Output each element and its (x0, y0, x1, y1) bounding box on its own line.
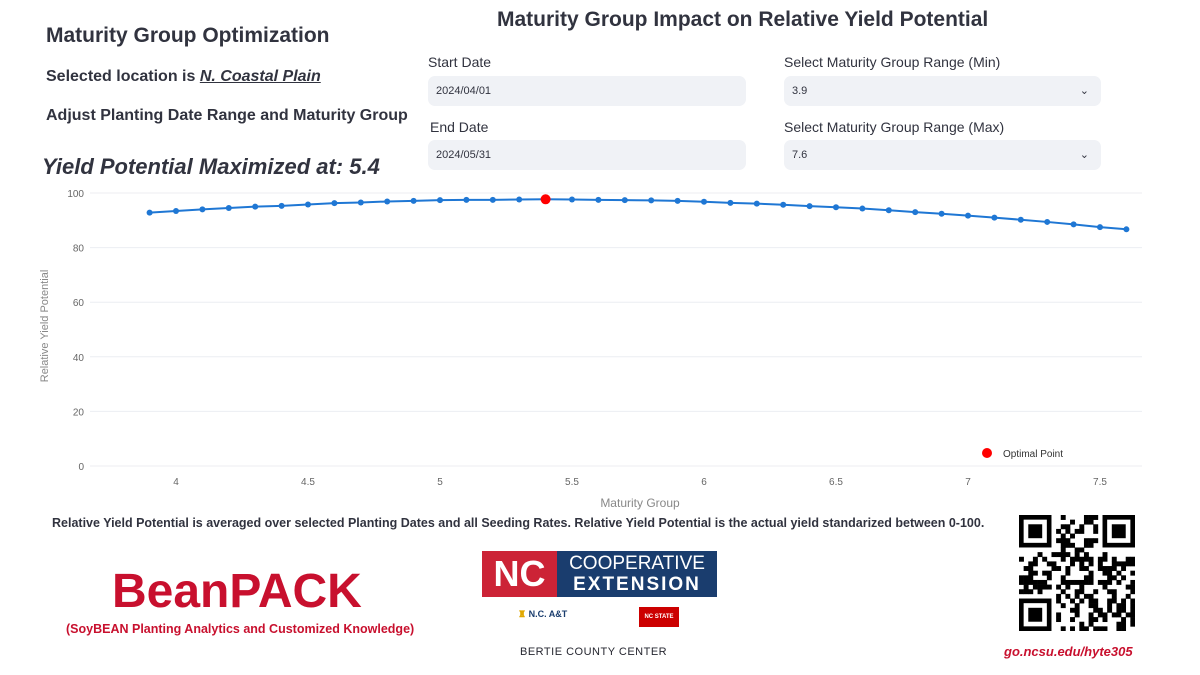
data-point (648, 197, 655, 204)
location-name: N. Coastal Plain (199, 68, 321, 85)
x-tick-label: 5 (437, 477, 443, 488)
yield-chart: 0 20 40 60 80 100 4 4.5 5 5.5 6 6.5 7 7.5 Maturity Gro… (39, 189, 1142, 510)
data-point (146, 209, 153, 216)
county-text: BERTIE COUNTY CENTER (520, 646, 668, 658)
mg-min-label: Select Maturity Group Range (Min) (784, 54, 1001, 70)
data-point (489, 196, 496, 203)
end-date-input[interactable]: 2024/05/31 (428, 140, 746, 170)
data-point (621, 197, 628, 204)
y-tick-label: 40 (73, 353, 85, 364)
optimal-point (540, 194, 551, 205)
x-tick-label: 6.5 (829, 477, 843, 488)
extension-text: EXTENSION (573, 574, 701, 595)
data-point (859, 205, 866, 212)
chevron-down-icon: ⌄ (1079, 149, 1089, 161)
nc-extension-logo: NC COOPERATIVE EXTENSION (482, 551, 717, 597)
coop-text: COOPERATIVE (569, 553, 705, 574)
url-link[interactable]: go.ncsu.edu/hyte305 (1004, 644, 1133, 659)
chart-title: Maturity Group Impact on Relative Yield … (497, 8, 989, 31)
ncat-text: N.C. A&T (528, 609, 568, 619)
footnote: Relative Yield Potential is averaged ove… (52, 516, 985, 530)
data-point (1044, 218, 1051, 225)
start-date-label: Start Date (428, 54, 492, 70)
y-tick-label: 60 (73, 298, 85, 309)
series-line (149, 198, 1127, 231)
data-point (331, 200, 338, 207)
data-point (305, 201, 311, 208)
data-point (1070, 221, 1077, 228)
y-tick-label: 100 (67, 189, 84, 200)
data-point (1097, 224, 1103, 231)
nc-mark: NC (482, 551, 557, 597)
maximized-text: Yield Potential Maximized at: 5.4 (42, 154, 380, 179)
qr-code (1019, 515, 1135, 631)
y-axis-label: Relative Yield Potential (39, 270, 51, 383)
data-point (199, 206, 206, 213)
data-point (252, 203, 259, 210)
x-axis-label: Maturity Group (600, 496, 680, 510)
data-point (516, 196, 523, 203)
chevron-down-icon: ⌄ (1079, 85, 1089, 97)
x-tick-label: 4 (173, 477, 179, 488)
data-point (727, 199, 734, 206)
x-tick-label: 7 (965, 477, 971, 488)
data-point (225, 205, 232, 212)
app-title: Maturity Group Optimization (46, 24, 330, 47)
data-point (965, 212, 971, 219)
data-point (1017, 216, 1024, 223)
location-text: Selected location is N. Coastal Plain (46, 68, 321, 86)
data-point (674, 197, 681, 204)
beanpack-logo: BeanPACK (112, 565, 362, 618)
x-tick-label: 7.5 (1093, 477, 1107, 488)
data-point (806, 203, 813, 210)
y-tick-label: 0 (78, 462, 84, 473)
data-point (991, 214, 998, 221)
ncat-logo: ♜ N.C. A&T (518, 609, 568, 619)
ncstate-logo: NC STATE (639, 607, 679, 627)
data-point (833, 204, 839, 211)
data-point (1123, 226, 1130, 233)
x-tick-label: 6 (701, 477, 707, 488)
y-tick-label: 20 (73, 407, 85, 418)
data-point (437, 197, 443, 204)
mg-min-select[interactable]: 3.9 ⌄ (784, 76, 1101, 106)
beanpack-subtitle: (SoyBEAN Planting Analytics and Customiz… (66, 622, 415, 636)
x-tick-label: 5.5 (565, 477, 579, 488)
data-point (278, 202, 285, 209)
mg-max-select[interactable]: 7.6 ⌄ (784, 140, 1101, 170)
x-tick-label: 4.5 (301, 477, 315, 488)
mg-max-label: Select Maturity Group Range (Max) (784, 119, 1005, 135)
end-date-label: End Date (430, 119, 489, 135)
legend-marker (982, 448, 992, 458)
data-point (384, 198, 391, 205)
mg-min-value: 3.9 (792, 85, 808, 97)
mg-max-value: 7.6 (792, 149, 808, 161)
data-point (357, 199, 364, 206)
location-prefix: Selected location is (46, 68, 200, 85)
data-point (595, 196, 602, 203)
data-point (885, 207, 892, 214)
data-point (173, 208, 179, 215)
legend-label: Optimal Point (1003, 449, 1063, 460)
y-tick-label: 80 (73, 244, 85, 255)
data-point (410, 197, 417, 204)
data-point (701, 198, 707, 205)
data-point (780, 201, 787, 208)
data-point (753, 200, 760, 207)
data-point (938, 210, 945, 217)
data-point (912, 209, 919, 216)
data-point (569, 196, 575, 203)
instruction-text: Adjust Planting Date Range and Maturity … (46, 107, 408, 124)
start-date-input[interactable]: 2024/04/01 (428, 76, 746, 106)
data-point (463, 196, 470, 203)
